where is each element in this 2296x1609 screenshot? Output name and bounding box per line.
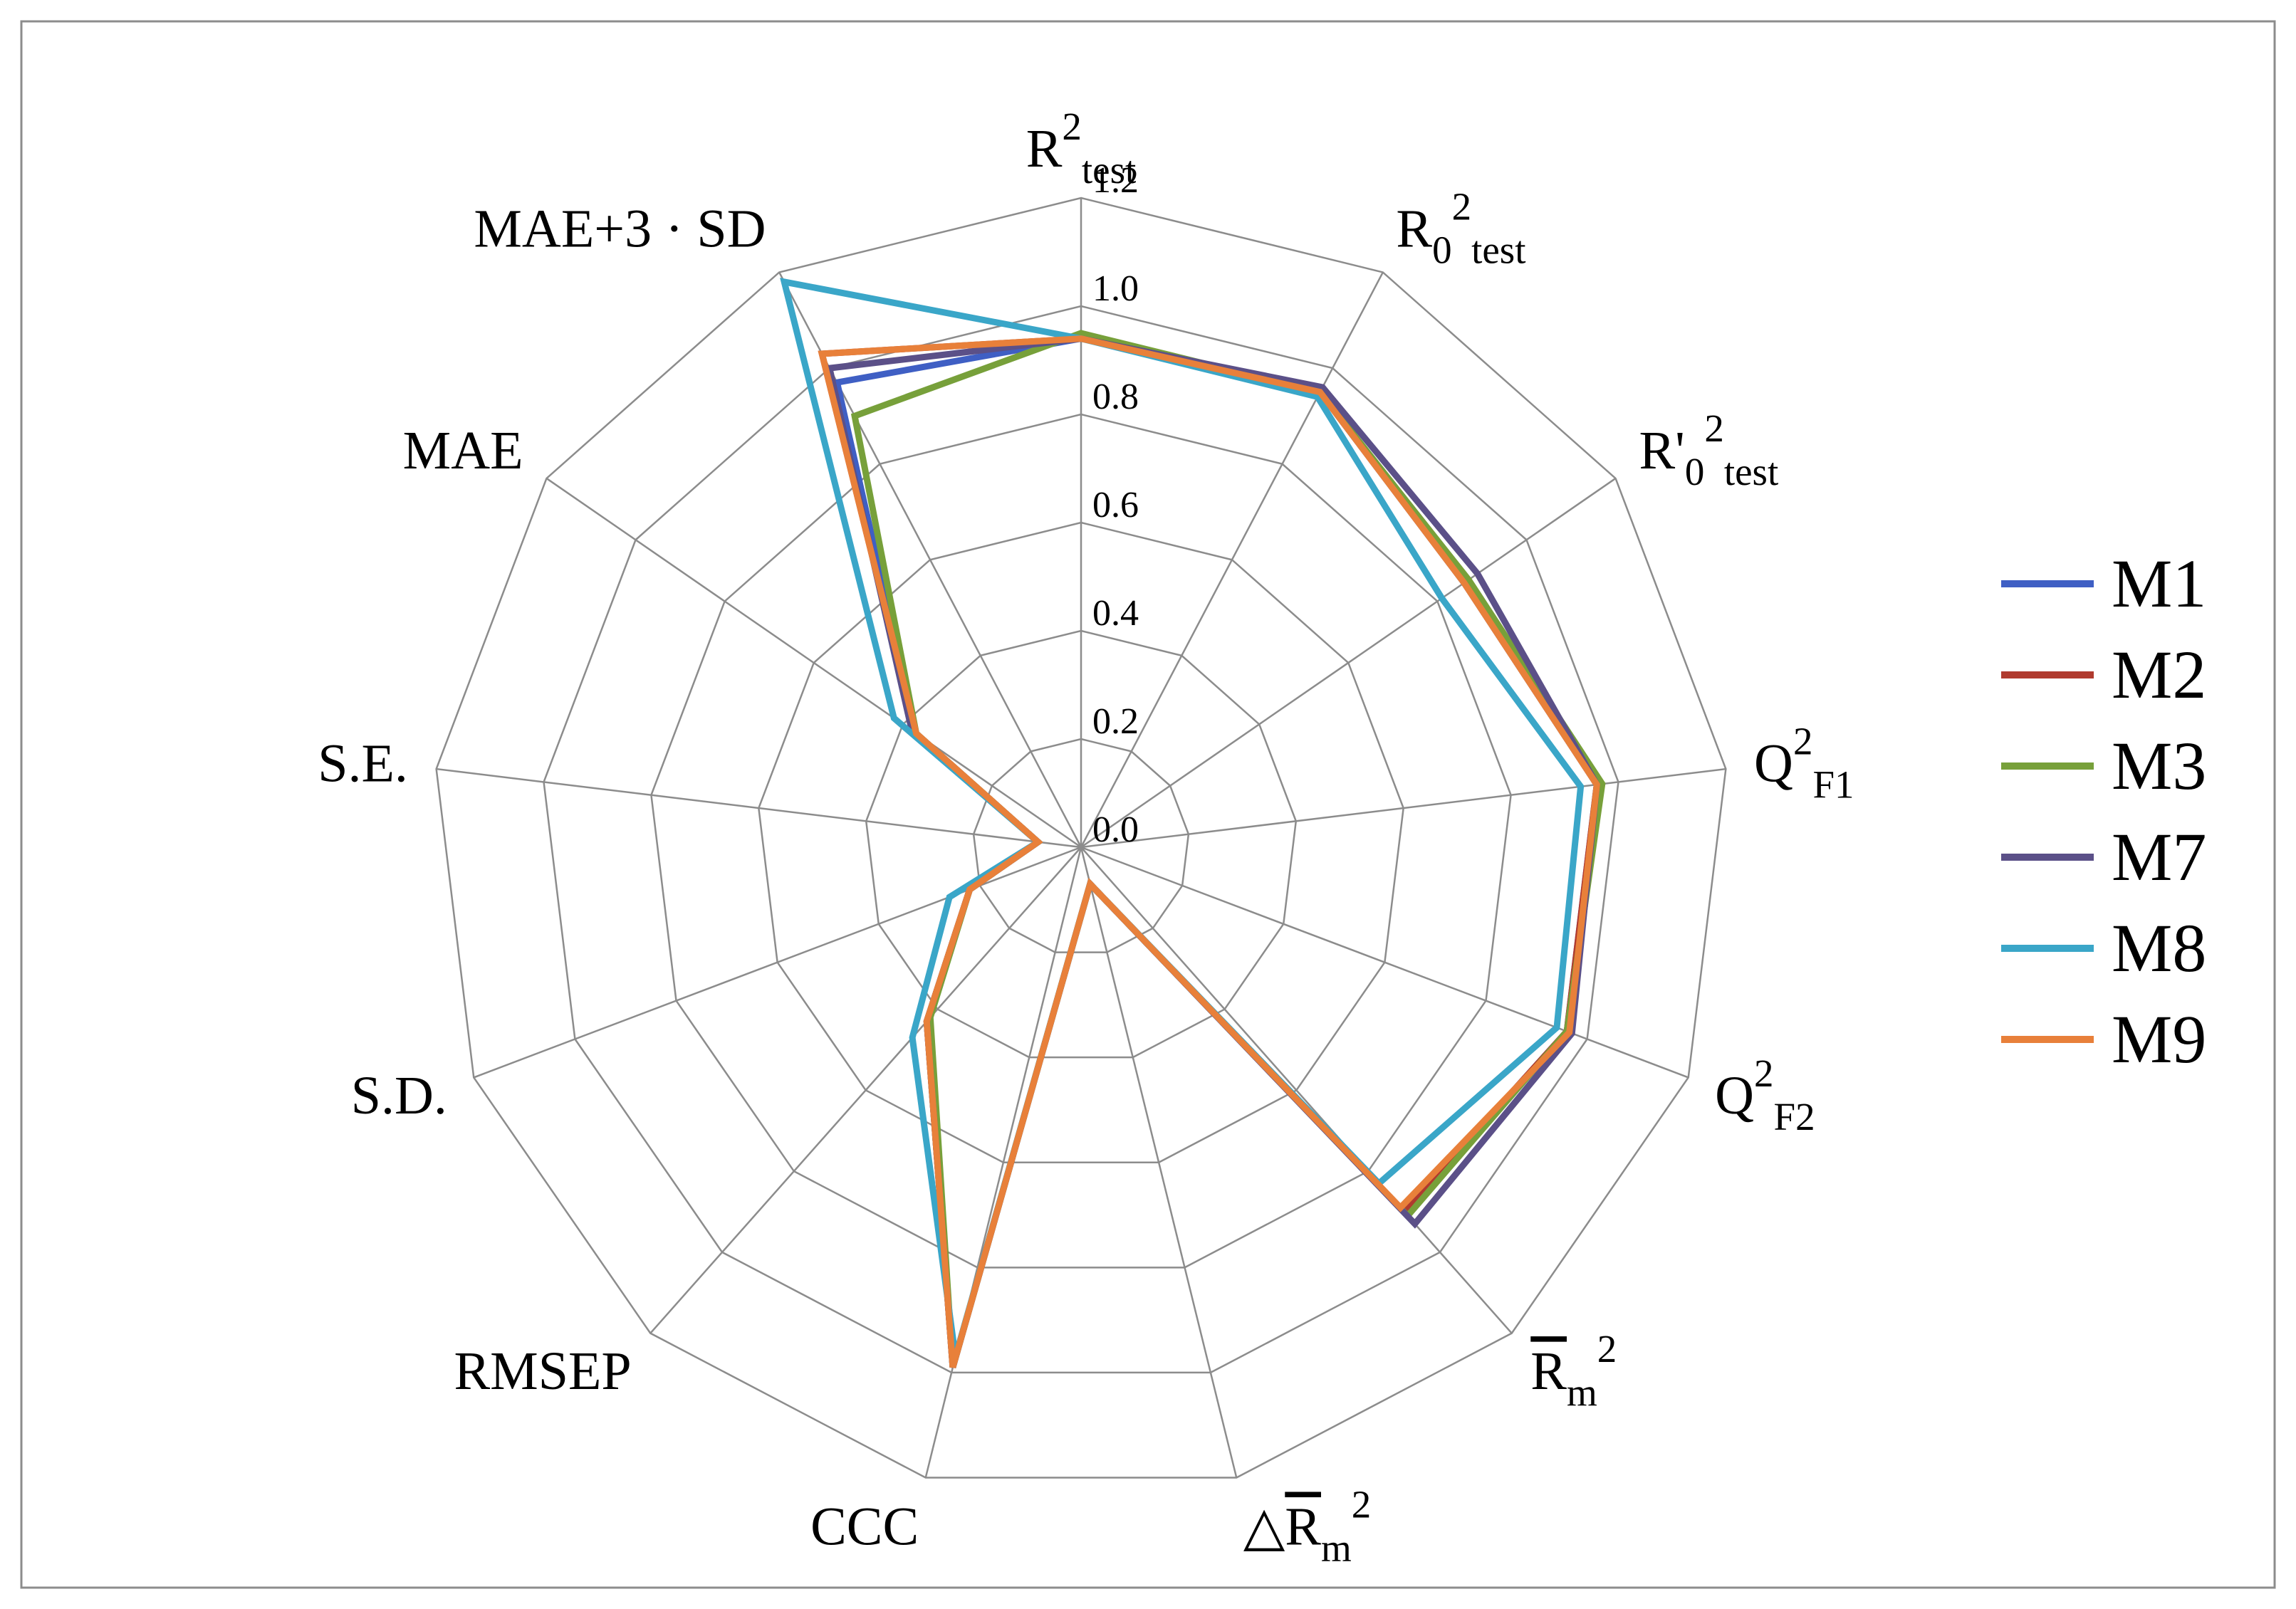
spoke	[1080, 846, 1689, 1079]
category-label-part: m	[1567, 1370, 1597, 1414]
grid-ring	[865, 629, 1298, 1059]
category-label-part: Q	[1715, 1066, 1754, 1126]
tick-label: 0.0	[1092, 809, 1139, 850]
category-label-part: △	[1243, 1497, 1285, 1556]
legend-label: M9	[2112, 1001, 2206, 1077]
category-label-part: test	[1082, 148, 1136, 192]
category-label-part: Q	[1754, 734, 1793, 794]
category-label: Rm2	[1530, 1327, 1617, 1414]
legend-label: M2	[2112, 636, 2206, 713]
category-label: Q2F1	[1754, 720, 1854, 807]
tick-label: 0.8	[1092, 377, 1139, 417]
spoke	[436, 767, 1082, 849]
category-label-part: CCC	[810, 1497, 919, 1556]
grid-ring	[435, 196, 1727, 1479]
category-label-part: R	[1026, 119, 1063, 179]
spoke	[1080, 847, 1513, 1334]
category-label: Q2F2	[1715, 1052, 1815, 1138]
grid-ring	[758, 521, 1404, 1163]
category-label-part: R	[1396, 199, 1432, 258]
category-label-part: m	[1321, 1526, 1352, 1569]
category-label: △Rm2	[1243, 1482, 1371, 1569]
category-label-part: 2	[1704, 407, 1724, 450]
chart-border	[20, 20, 2276, 1589]
category-label-part: R	[1530, 1341, 1567, 1401]
category-label-part: S.D.	[351, 1066, 447, 1126]
category-label: RMSEP	[454, 1341, 631, 1401]
category-label-part: MAE+3 · SD	[474, 199, 766, 258]
tick-label: 1.2	[1092, 160, 1139, 201]
category-label-part: R'	[1639, 421, 1684, 481]
category-label-part: 2	[1793, 720, 1813, 763]
category-label: S.E.	[318, 734, 408, 794]
category-label: CCC	[810, 1497, 919, 1556]
legend-label: M8	[2112, 910, 2206, 986]
category-label: MAE+3 · SD	[474, 199, 766, 258]
grid-ring	[543, 305, 1619, 1374]
category-label-part: 2	[1452, 184, 1472, 228]
category-label-part: F2	[1774, 1095, 1815, 1138]
category-label-part: 2	[1352, 1482, 1372, 1526]
category-label-part: test	[1471, 228, 1525, 271]
category-label-part: F1	[1812, 762, 1854, 806]
spoke	[1080, 767, 1726, 849]
category-label-part: S.E.	[318, 734, 408, 794]
category-label-part: 2	[1754, 1052, 1774, 1095]
category-label-part: RMSEP	[454, 1341, 631, 1401]
legend-label: M3	[2112, 728, 2206, 804]
tick-label: 0.6	[1092, 485, 1139, 525]
spoke	[1080, 477, 1617, 849]
category-label: S.D.	[351, 1066, 447, 1126]
category-label: R'02test	[1639, 407, 1778, 493]
spoke	[924, 847, 1082, 1478]
legend-label: M7	[2112, 819, 2206, 895]
category-label: R02test	[1396, 184, 1525, 271]
category-label: R2test	[1026, 105, 1137, 192]
category-label-part: R	[1285, 1497, 1321, 1556]
grid-ring	[972, 738, 1190, 953]
category-label-part: test	[1724, 450, 1778, 493]
category-label-part: 0	[1685, 450, 1705, 493]
category-label-part: 2	[1062, 105, 1082, 148]
tick-label: 0.2	[1092, 701, 1139, 742]
grid-ring	[650, 413, 1512, 1269]
category-label: MAE	[403, 421, 523, 481]
series-line	[818, 335, 1600, 1368]
category-label-part: 2	[1597, 1327, 1617, 1370]
legend-label: M1	[2112, 545, 2206, 622]
tick-label: 1.0	[1092, 268, 1139, 309]
spoke	[649, 847, 1082, 1334]
category-label-part: 0	[1432, 228, 1452, 271]
tick-label: 0.4	[1092, 593, 1139, 634]
spoke	[1080, 271, 1384, 848]
spoke	[1080, 847, 1238, 1478]
category-label-part: MAE	[403, 421, 523, 481]
spoke	[546, 477, 1082, 849]
